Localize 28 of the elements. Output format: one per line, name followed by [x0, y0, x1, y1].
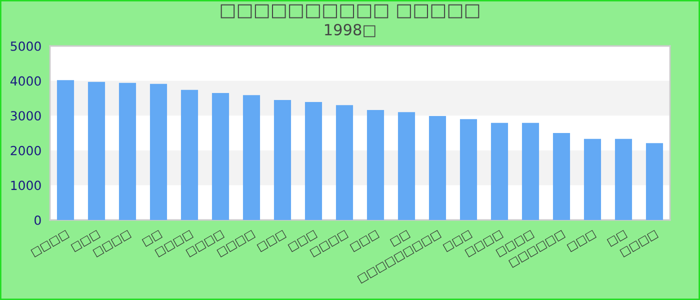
bar: [56, 80, 74, 220]
bar: [398, 112, 416, 220]
bar: [646, 143, 664, 220]
bar: [304, 102, 322, 220]
bar: [118, 82, 136, 220]
y-tick-label: 4000: [10, 76, 41, 86]
bar: [212, 92, 230, 220]
y-tick-label: 3000: [10, 111, 41, 121]
bar: [242, 95, 260, 220]
bar: [88, 82, 106, 220]
bar: [428, 116, 446, 220]
y-tick-label: 2000: [10, 146, 41, 156]
bar: [366, 110, 384, 220]
bar: [150, 84, 168, 220]
bar: [522, 122, 540, 220]
y-tick-label: 1000: [11, 180, 41, 190]
bar: [274, 100, 292, 220]
chart-subtitle: 1998□: [325, 24, 376, 38]
y-tick-label: 0: [34, 215, 41, 225]
bar: [614, 138, 632, 220]
bar: [336, 105, 354, 220]
bar: [460, 119, 478, 220]
bar: [584, 138, 602, 220]
bar: [552, 133, 570, 220]
bar: [490, 122, 508, 220]
bar: [180, 90, 198, 220]
chart-title: □□□□□□□□□□ □□□□□: [220, 4, 480, 18]
y-tick-label: 5000: [10, 41, 41, 51]
